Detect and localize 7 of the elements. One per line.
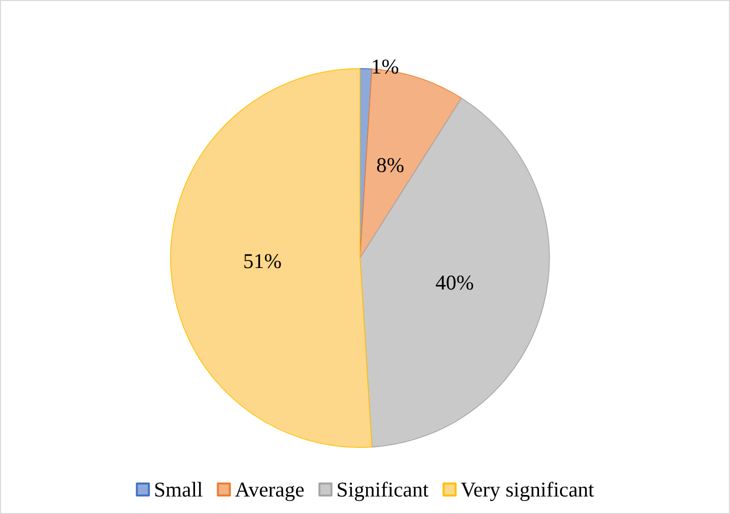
data-label: 51% [243, 249, 282, 274]
data-label: 8% [376, 153, 404, 178]
legend-label: Small [154, 478, 204, 502]
legend-label: Average [234, 478, 304, 502]
legend-label: Very significant [460, 478, 594, 502]
data-label: 40% [435, 270, 474, 294]
legend-label: Significant [336, 478, 429, 502]
